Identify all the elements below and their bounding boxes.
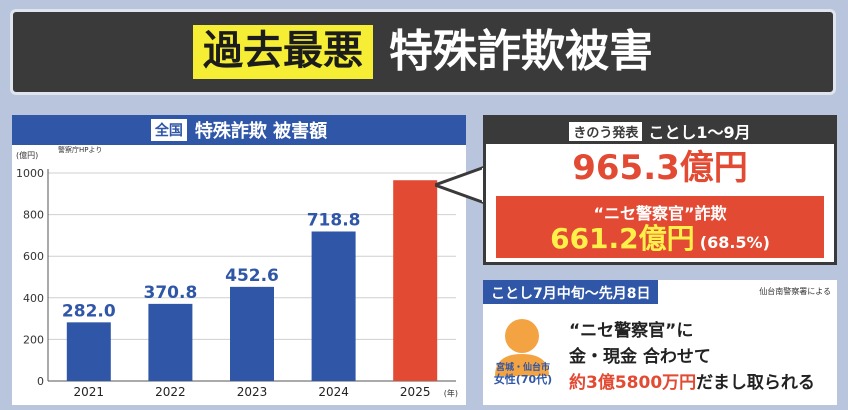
sub-title: “ニセ警察官”詐欺: [593, 204, 727, 223]
case-header: ことし7月中旬～先月8日: [483, 280, 659, 304]
case-box: ことし7月中旬～先月8日 仙台南警察署による 宮城・仙台市 女性(70代) “ニ…: [483, 280, 837, 405]
case-amount: 約3億5800万円: [569, 373, 697, 393]
data-label: 370.8: [144, 283, 198, 303]
bar: [230, 286, 274, 381]
y-tick-label: 400: [23, 292, 44, 305]
data-label: 282.0: [62, 301, 116, 321]
data-label: 452.6: [225, 266, 279, 286]
person-icon: [495, 319, 549, 376]
info-chip: きのう発表: [569, 121, 643, 141]
x-tick-label: 2024: [318, 385, 349, 399]
case-line-1: “ニセ警察官”に: [569, 321, 694, 341]
y-unit-label: (億円): [16, 150, 38, 160]
y-tick-label: 1000: [16, 167, 44, 180]
victim-place: 宮城・仙台市: [495, 363, 550, 373]
bar: [66, 322, 111, 381]
case-line-3: 約3億5800万円だまし取られる: [569, 368, 815, 393]
info-period: ことし1～9月: [648, 123, 751, 142]
case-line-3-rest: だまし取られる: [696, 373, 815, 393]
sub-box: “ニセ警察官”詐欺 661.2億円 (68.5%): [496, 196, 824, 258]
x-tick-label: 2023: [237, 385, 268, 399]
victim-label: 宮城・仙台市 女性(70代): [489, 363, 557, 386]
title-highlight: 過去最悪: [193, 25, 373, 79]
chart-header: 全国 特殊詐欺 被害額: [12, 115, 466, 145]
bar-chart: (億円) 警察庁HPより 0 200 400 600 800 1000 282.0 2021 370…: [16, 145, 458, 399]
y-tick-label: 800: [23, 209, 44, 222]
info-box: きのう発表 ことし1～9月 965.3億円 “ニセ警察官”詐欺 661.2億円 …: [483, 115, 837, 265]
y-tick-label: 600: [23, 250, 44, 263]
chart-chip: 全国: [150, 119, 187, 141]
bar: [148, 303, 193, 381]
chart-title: 特殊詐欺 被害額: [194, 121, 328, 142]
bar: [311, 231, 356, 381]
x-tick-label: 2025: [400, 385, 431, 399]
info-header: きのう発表 ことし1～9月: [486, 118, 834, 144]
total-amount: 965.3億円: [572, 148, 748, 188]
case-line-2: 金・現金 合わせて: [569, 347, 711, 367]
chart-panel: 全国 特殊詐欺 被害額 (億円) 警察庁HPより 0 200 400 600 800 1000…: [12, 115, 466, 405]
case-source: 仙台南警察署による: [759, 287, 831, 296]
title-text: 特殊詐欺被害: [389, 25, 653, 77]
title-banner: 過去最悪 特殊詐欺被害: [10, 9, 836, 95]
callout-pointer: [435, 165, 487, 205]
sub-amount: 661.2億円: [550, 222, 695, 255]
y-tick-label: 0: [37, 375, 44, 388]
data-label: 718.8: [307, 210, 361, 230]
x-unit-label: (年): [444, 388, 458, 398]
x-tick-label: 2022: [155, 385, 186, 399]
sub-percent: (68.5%): [699, 233, 770, 252]
victim-desc: 女性(70代): [493, 372, 553, 386]
bar: [393, 180, 438, 381]
x-tick-label: 2021: [74, 385, 105, 399]
chart-source: 警察庁HPより: [58, 145, 102, 154]
y-tick-label: 200: [23, 333, 44, 346]
